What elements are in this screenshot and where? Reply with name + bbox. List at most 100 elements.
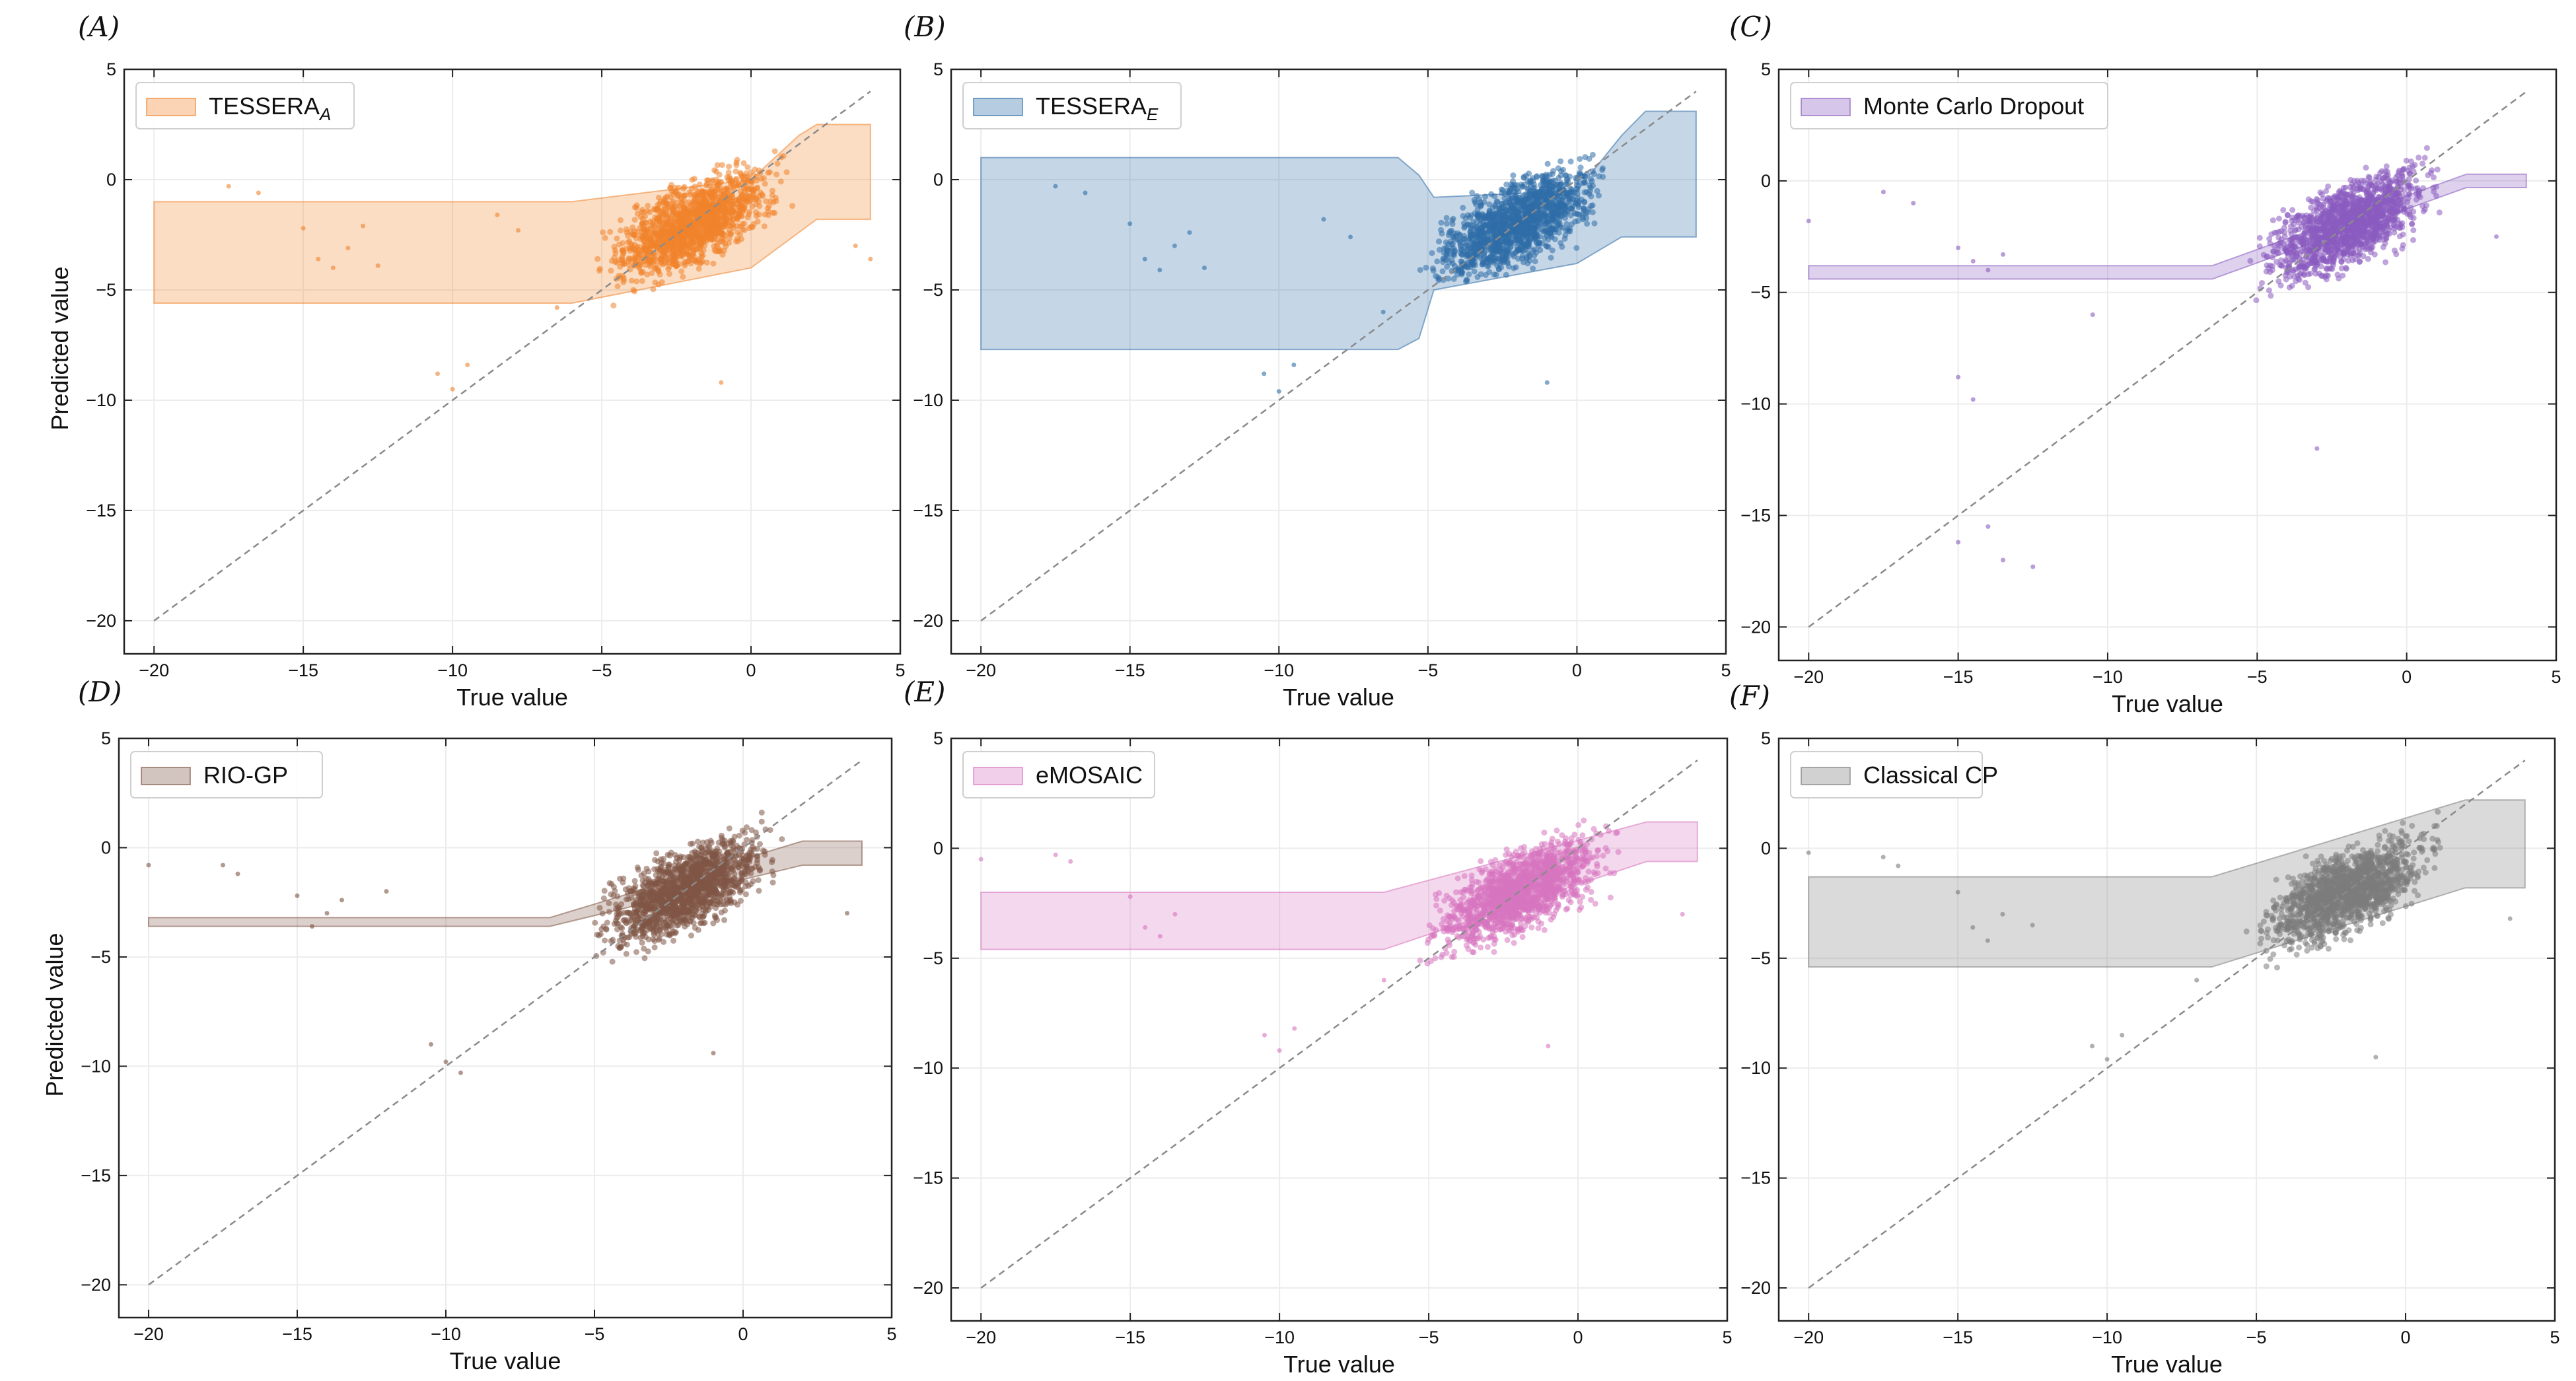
scatter-point xyxy=(1546,172,1553,178)
scatter-point xyxy=(741,221,748,227)
scatter-point xyxy=(1550,226,1556,232)
outlier-point xyxy=(465,363,470,368)
scatter-point xyxy=(2247,258,2254,264)
scatter-point xyxy=(721,248,727,254)
scatter-point xyxy=(2365,230,2372,236)
scatter-point xyxy=(1518,181,1524,188)
scatter-point xyxy=(2349,233,2355,240)
scatter-point xyxy=(2340,249,2347,256)
outlier-point xyxy=(1127,221,1133,227)
scatter-point xyxy=(774,160,781,167)
scatter-point xyxy=(2349,257,2356,264)
scatter-point xyxy=(771,209,778,216)
scatter-point xyxy=(2434,166,2441,173)
scatter-point xyxy=(1491,271,1497,278)
scatter-point xyxy=(659,225,665,231)
y-tick-label: −5 xyxy=(96,280,116,300)
scatter-point xyxy=(2354,207,2360,213)
scatter-point xyxy=(2283,248,2290,254)
scatter-point xyxy=(1450,215,1456,222)
scatter-point xyxy=(2423,145,2430,151)
scatter-point xyxy=(680,273,686,280)
scatter-point xyxy=(647,219,654,225)
scatter-point xyxy=(2368,215,2375,221)
scatter-point xyxy=(614,260,620,266)
outlier-point xyxy=(345,246,351,251)
y-tick-label: −15 xyxy=(1740,505,1771,525)
scatter-point xyxy=(2369,244,2376,250)
scatter-point xyxy=(2383,163,2390,170)
scatter-point xyxy=(1538,186,1545,192)
y-tick-label: −20 xyxy=(1740,617,1771,637)
scatter-point xyxy=(2256,243,2263,250)
scatter-point xyxy=(2336,275,2342,282)
scatter-point xyxy=(2342,240,2348,247)
scatter-point xyxy=(1449,257,1455,264)
scatter-point xyxy=(734,229,741,236)
scatter-point xyxy=(691,199,698,205)
scatter-point xyxy=(690,250,696,256)
scatter-point xyxy=(710,260,717,267)
scatter-point xyxy=(1571,190,1578,196)
scatter-point xyxy=(1536,239,1543,246)
scatter-point xyxy=(2297,264,2303,270)
axes-frame xyxy=(1777,68,2558,662)
scatter-point xyxy=(1591,220,1598,227)
scatter-point xyxy=(638,270,645,277)
scatter-point xyxy=(637,213,644,220)
scatter-point xyxy=(607,229,614,235)
scatter-point xyxy=(709,177,716,184)
scatter-point xyxy=(715,240,721,246)
scatter-point xyxy=(1529,224,1536,230)
scatter-point xyxy=(769,188,775,194)
scatter-point xyxy=(2431,188,2437,195)
scatter-point xyxy=(1526,205,1533,211)
outlier-point xyxy=(495,212,500,217)
scatter-point xyxy=(2406,185,2413,192)
scatter-point xyxy=(696,181,703,188)
scatter-point xyxy=(689,176,696,183)
scatter-point xyxy=(2263,268,2270,275)
x-tick-label: −20 xyxy=(139,660,169,680)
scatter-point xyxy=(1475,213,1482,219)
scatter-point xyxy=(672,254,679,260)
scatter-point xyxy=(651,242,658,249)
scatter-point xyxy=(1559,244,1565,250)
scatter-point xyxy=(1550,186,1556,193)
scatter-point xyxy=(2301,230,2307,236)
scatter-point xyxy=(682,262,688,269)
scatter-point xyxy=(614,235,620,242)
x-tick-label: 5 xyxy=(1721,660,1731,680)
scatter-point xyxy=(2427,170,2434,176)
outlier-point xyxy=(853,243,858,248)
scatter-point xyxy=(1589,151,1596,158)
scatter-point xyxy=(1492,220,1499,227)
scatter-point xyxy=(2269,254,2275,261)
scatter-point xyxy=(765,169,771,176)
scatter-point xyxy=(2421,155,2428,161)
outlier-point xyxy=(2001,557,2006,563)
scatter-point xyxy=(1475,227,1482,234)
scatter-point xyxy=(2363,191,2370,197)
scatter-point xyxy=(1436,238,1442,245)
scatter-point xyxy=(1536,219,1543,226)
scatter-point xyxy=(738,171,744,178)
scatter-point xyxy=(2270,248,2277,255)
scatter-point xyxy=(655,268,662,275)
outlier-point xyxy=(1187,230,1192,235)
scatter-point xyxy=(1569,196,1576,203)
scatter-point xyxy=(773,171,780,178)
y-tick-label: −5 xyxy=(923,280,943,300)
scatter-point xyxy=(1522,191,1529,197)
scatter-point xyxy=(2323,265,2330,271)
scatter-point xyxy=(633,235,639,242)
legend-swatch xyxy=(973,98,1023,116)
scatter-point xyxy=(2312,262,2319,269)
scatter-point xyxy=(741,227,748,233)
scatter-point xyxy=(1488,191,1495,197)
outlier-point xyxy=(1157,267,1163,273)
scatter-point xyxy=(1524,197,1530,203)
scatter-point xyxy=(2307,270,2314,277)
scatter-point xyxy=(674,262,680,269)
scatter-point xyxy=(2357,246,2363,252)
